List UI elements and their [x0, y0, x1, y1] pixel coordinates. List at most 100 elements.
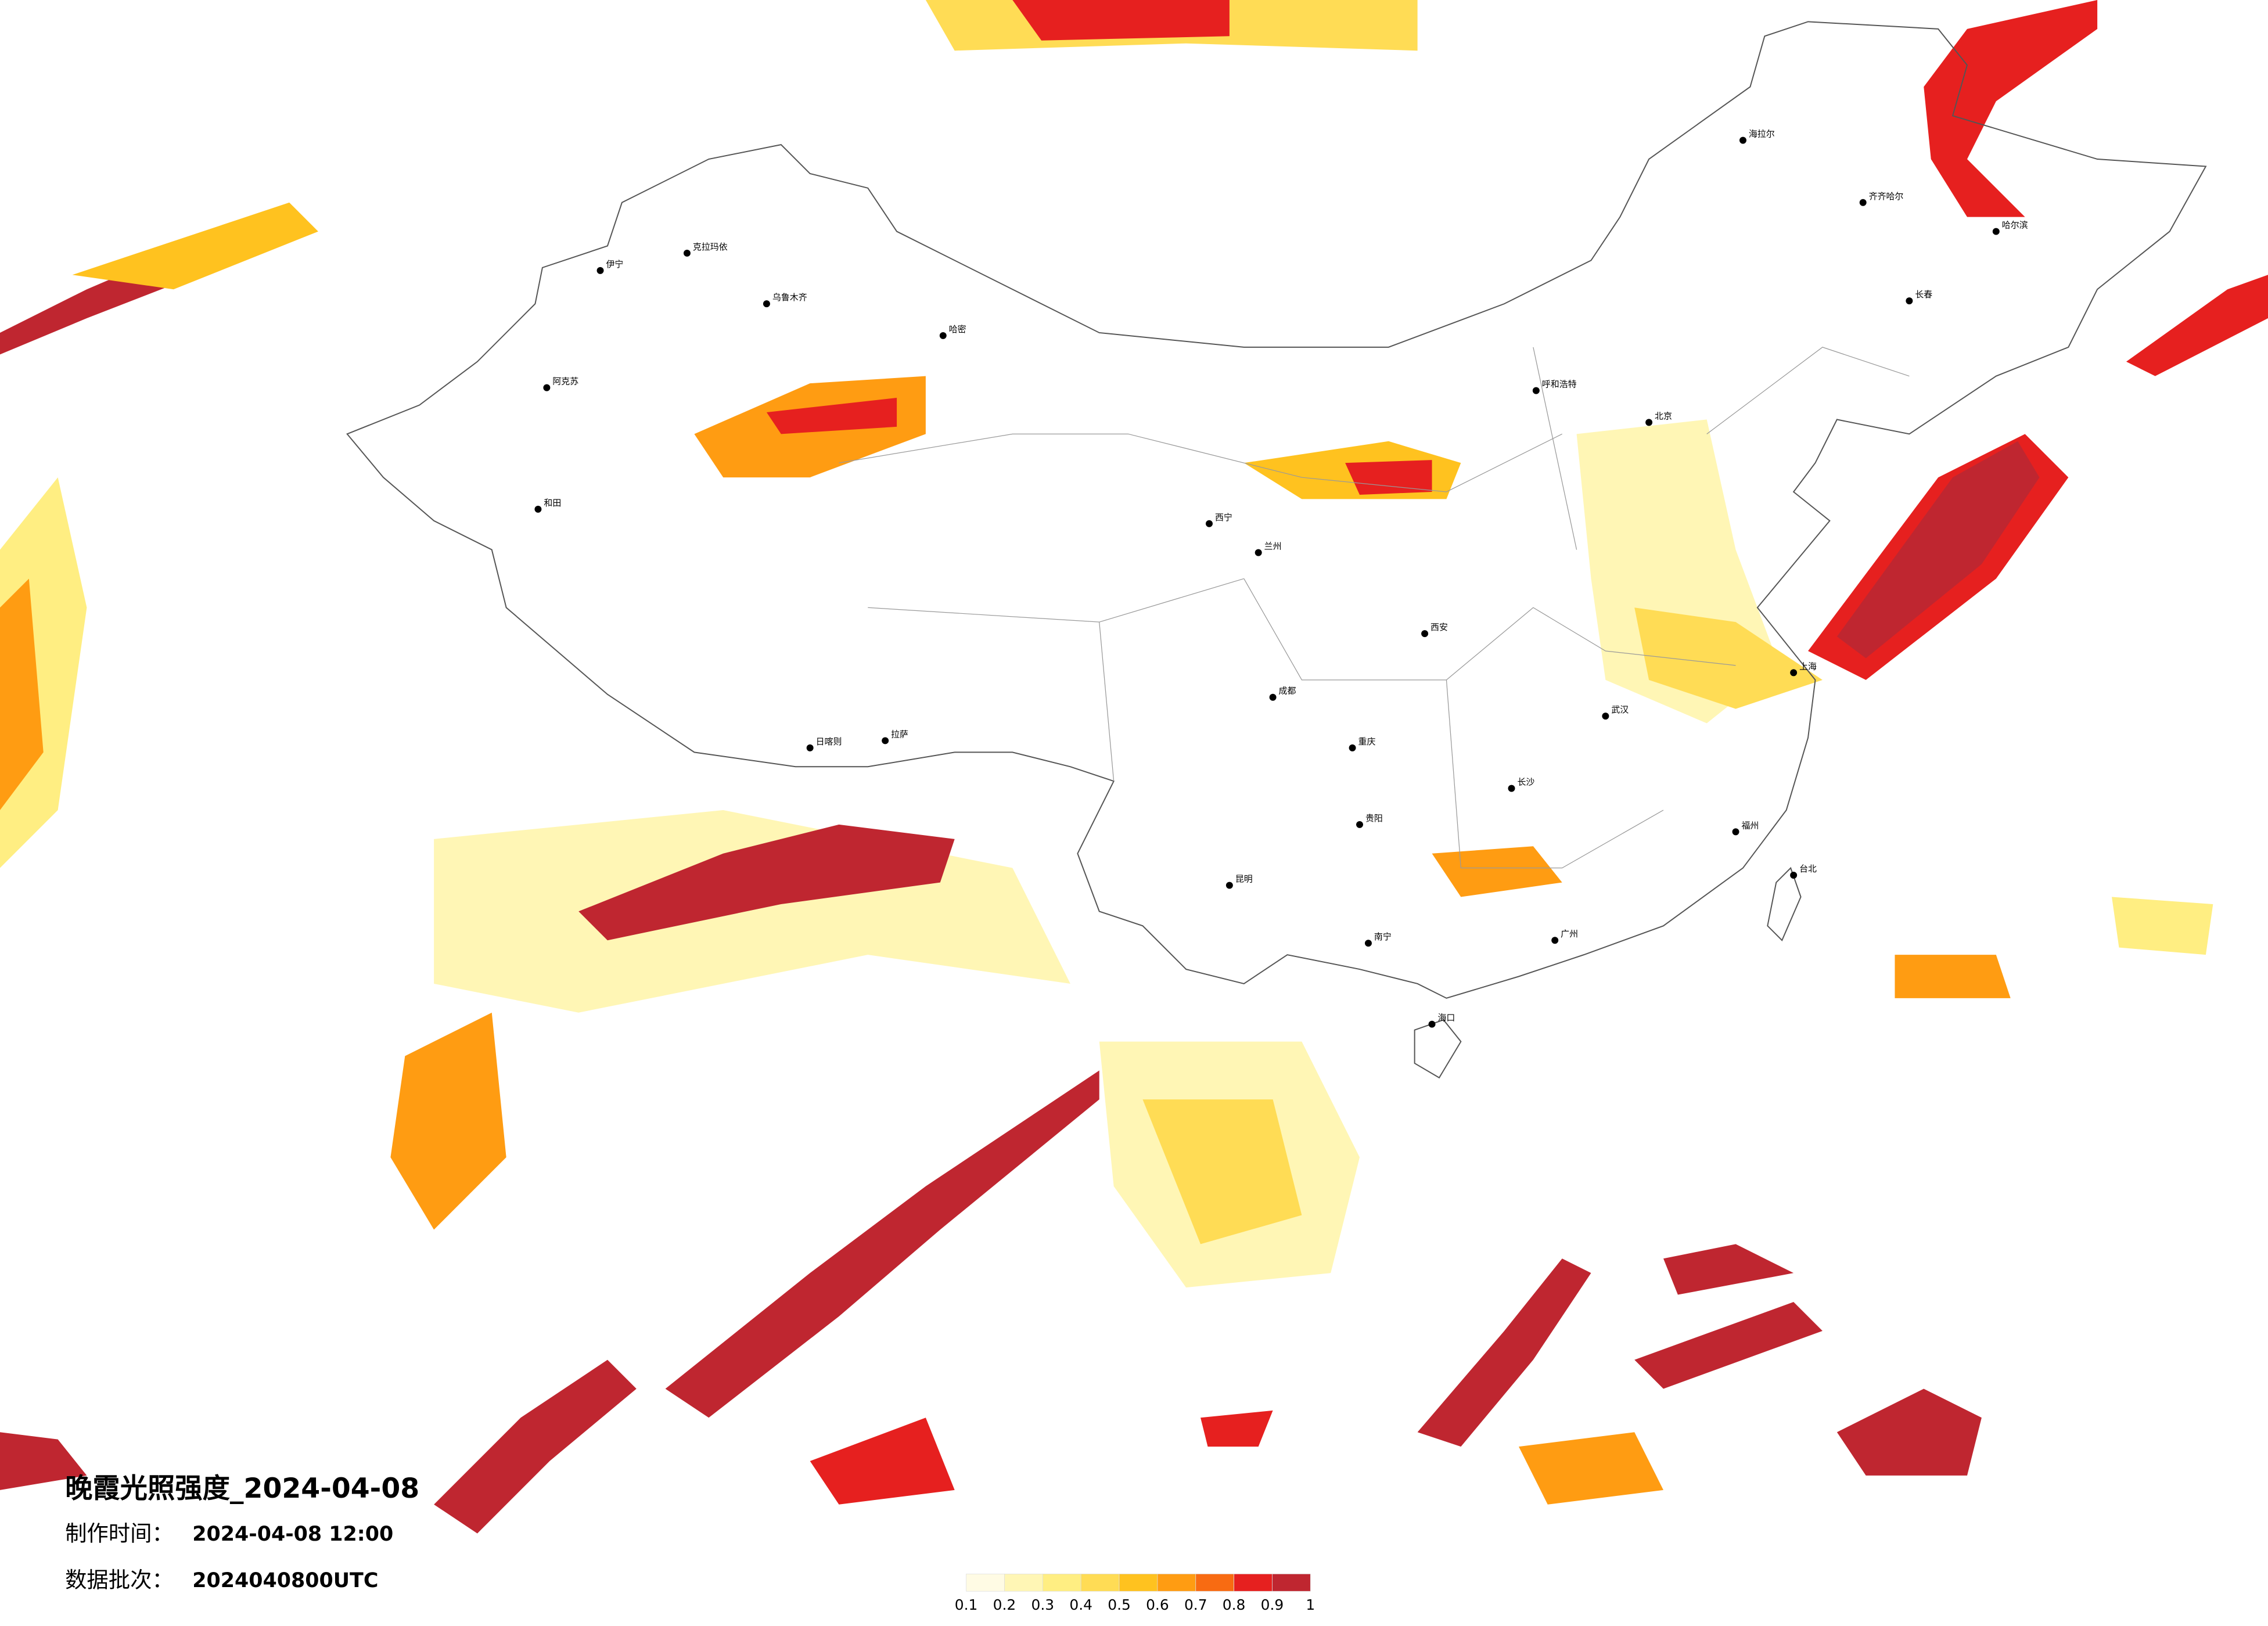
- field-area: [665, 1070, 1099, 1418]
- city-label: 台北: [1799, 864, 1817, 874]
- field-area: [1012, 0, 1230, 41]
- province-borders: [839, 347, 1910, 869]
- city-label: 齐齐哈尔: [1869, 191, 1904, 202]
- city-dot: [596, 267, 604, 274]
- field-area: [1142, 1099, 1302, 1244]
- city-label: 海口: [1437, 1013, 1455, 1023]
- city-dot: [534, 505, 542, 513]
- field-area: [2112, 897, 2213, 955]
- city-label: 和田: [544, 498, 561, 508]
- legend-label: 0.7: [1184, 1596, 1207, 1613]
- field-area: [1924, 0, 2098, 217]
- city-dot: [1732, 828, 1739, 836]
- legend-swatch: [1195, 1573, 1234, 1592]
- city-dot: [1602, 713, 1609, 720]
- city-dot: [1364, 940, 1372, 947]
- city-dot: [763, 300, 770, 308]
- city-dot: [1790, 872, 1798, 879]
- city-label: 海拉尔: [1749, 129, 1775, 139]
- city-dot: [1421, 630, 1429, 638]
- city-label: 兰州: [1264, 541, 1282, 552]
- city-label: 贵阳: [1365, 813, 1383, 823]
- field-area: [1836, 1388, 1982, 1476]
- city-dot: [1551, 937, 1559, 944]
- city-label: 日喀则: [816, 736, 842, 747]
- legend-label: 0.5: [1108, 1596, 1131, 1613]
- boundaries: [346, 21, 2207, 1079]
- field-area: [1634, 607, 1823, 709]
- city-label: 伊宁: [606, 259, 623, 269]
- legend-swatch: [1157, 1573, 1196, 1592]
- field-area: [1201, 1410, 1273, 1447]
- legend-swatch: [1272, 1573, 1311, 1592]
- field-area: [1663, 1244, 1794, 1295]
- city-label: 南宁: [1374, 931, 1392, 942]
- city-dot: [1225, 882, 1233, 889]
- batch-value: 2024040800UTC: [192, 1569, 378, 1592]
- city-dot: [1992, 228, 2000, 235]
- field-area: [1895, 955, 2011, 998]
- city-dot: [1269, 693, 1277, 701]
- made-value: 2024-04-08 12:00: [192, 1523, 393, 1546]
- field-area: [2126, 275, 2268, 376]
- field-area: [1417, 1258, 1591, 1447]
- legend-swatch: [1004, 1573, 1043, 1592]
- legend-swatch: [1042, 1573, 1081, 1592]
- city-dot: [1739, 136, 1746, 144]
- city-label: 北京: [1655, 411, 1672, 421]
- field-area: [810, 1418, 955, 1505]
- field-area: [434, 1359, 637, 1534]
- map-title: 晚霞光照强度_2024-04-08: [65, 1473, 419, 1505]
- field-area: [1836, 441, 2040, 659]
- field-area: [1432, 846, 1562, 897]
- city-label: 西安: [1430, 622, 1448, 632]
- city-label: 成都: [1279, 686, 1296, 696]
- legend-label: 0.2: [993, 1596, 1016, 1613]
- city-label: 乌鲁木齐: [772, 292, 807, 303]
- legend-label: 0.1: [955, 1596, 978, 1613]
- city-label: 哈尔滨: [2002, 220, 2028, 231]
- hainan-border: [1414, 1019, 1462, 1079]
- legend: 0.1 0.2 0.3 0.4 0.5 0.6 0.7 0.8 0.9 1: [955, 1573, 1315, 1613]
- city-dot: [1255, 549, 1262, 556]
- field-area: [766, 398, 897, 434]
- city-dot: [939, 332, 947, 339]
- city-dot: [683, 249, 691, 257]
- field-area: [72, 202, 318, 290]
- field-area: [390, 1012, 506, 1230]
- legend-swatch: [966, 1573, 1005, 1592]
- legend-label: 0.6: [1146, 1596, 1169, 1613]
- taiwan-border: [1767, 866, 1802, 941]
- city-label: 阿克苏: [552, 376, 578, 387]
- city-label: 上海: [1799, 661, 1817, 671]
- city-label: 哈密: [949, 324, 966, 334]
- city-dot: [1356, 821, 1363, 828]
- city-dot: [1349, 744, 1356, 751]
- legend-label: 0.9: [1261, 1596, 1284, 1613]
- city-label: 西宁: [1215, 512, 1232, 523]
- legend-label: 0.8: [1223, 1596, 1246, 1613]
- city-dot: [1508, 785, 1515, 792]
- city-label: 重庆: [1358, 736, 1376, 747]
- city-label: 克拉玛依: [693, 242, 728, 252]
- city-label: 拉萨: [891, 729, 908, 739]
- field-area: [0, 578, 44, 811]
- city-dot: [1428, 1020, 1436, 1028]
- city-label: 武汉: [1611, 704, 1629, 715]
- legend-swatch: [1080, 1573, 1120, 1592]
- legend-label: 0.3: [1031, 1596, 1055, 1613]
- field-area: [0, 1432, 87, 1490]
- legend-swatch: [1234, 1573, 1273, 1592]
- field-area: [578, 824, 955, 941]
- field-area: [1518, 1432, 1663, 1505]
- city-label: 广州: [1561, 929, 1578, 939]
- batch-label: 数据批次：: [65, 1567, 174, 1592]
- city-dot: [1859, 199, 1867, 206]
- made-label: 制作时间：: [65, 1521, 174, 1546]
- country-border: [346, 21, 2207, 999]
- city-dot: [1906, 297, 1913, 305]
